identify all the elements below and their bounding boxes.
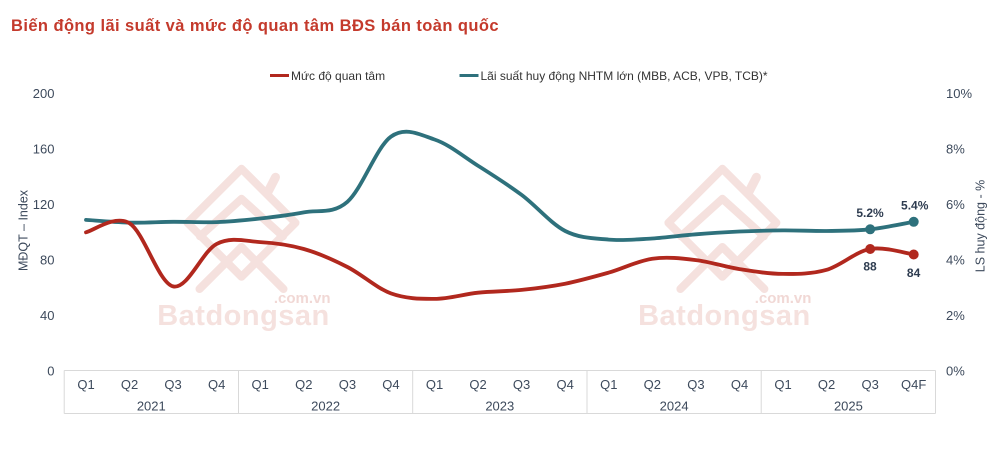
svg-text:Q4: Q4 [382, 377, 399, 392]
svg-text:5.2%: 5.2% [856, 206, 884, 220]
svg-text:Q2: Q2 [644, 377, 661, 392]
svg-text:8%: 8% [946, 142, 965, 157]
svg-text:40: 40 [40, 308, 54, 323]
svg-text:Q3: Q3 [164, 377, 181, 392]
svg-text:2%: 2% [946, 308, 965, 323]
svg-text:200: 200 [33, 86, 55, 101]
svg-text:2021: 2021 [137, 399, 166, 414]
svg-text:Q1: Q1 [774, 377, 791, 392]
svg-text:.com.vn: .com.vn [274, 290, 331, 307]
svg-text:0: 0 [47, 364, 54, 379]
svg-text:0%: 0% [946, 364, 965, 379]
svg-text:Q2: Q2 [121, 377, 138, 392]
svg-text:LS huy động - %: LS huy động - % [974, 180, 988, 272]
svg-text:Q3: Q3 [513, 377, 530, 392]
svg-text:80: 80 [40, 253, 54, 268]
svg-text:Mức độ quan tâm: Mức độ quan tâm [291, 69, 385, 83]
svg-text:2022: 2022 [311, 399, 340, 414]
svg-text:120: 120 [33, 197, 55, 212]
svg-text:Q2: Q2 [295, 377, 312, 392]
svg-text:Q2: Q2 [818, 377, 835, 392]
svg-text:Q1: Q1 [252, 377, 269, 392]
svg-text:88: 88 [863, 259, 877, 273]
svg-text:6%: 6% [946, 197, 965, 212]
svg-text:2024: 2024 [660, 399, 689, 414]
svg-text:160: 160 [33, 142, 55, 157]
svg-text:Batdongsan: Batdongsan [157, 300, 330, 332]
svg-text:2025: 2025 [834, 399, 863, 414]
svg-text:Q2: Q2 [469, 377, 486, 392]
svg-text:10%: 10% [946, 86, 972, 101]
svg-text:Q1: Q1 [426, 377, 443, 392]
svg-text:Q4: Q4 [208, 377, 225, 392]
svg-text:Q1: Q1 [600, 377, 617, 392]
svg-text:84: 84 [907, 266, 921, 280]
svg-text:Q4: Q4 [731, 377, 748, 392]
svg-text:Q3: Q3 [687, 377, 704, 392]
svg-text:Q4F: Q4F [901, 377, 926, 392]
svg-text:Q1: Q1 [77, 377, 94, 392]
svg-text:Q4: Q4 [557, 377, 574, 392]
svg-text:4%: 4% [946, 253, 965, 268]
svg-text:MĐQT – Index: MĐQT – Index [17, 189, 31, 271]
svg-text:Q3: Q3 [862, 377, 879, 392]
svg-text:2023: 2023 [485, 399, 514, 414]
svg-text:Biến động lãi suất và mức độ q: Biến động lãi suất và mức độ quan tâm BĐ… [11, 17, 499, 35]
svg-text:.com.vn: .com.vn [755, 290, 812, 307]
svg-text:Q3: Q3 [339, 377, 356, 392]
svg-text:Lãi suất huy động NHTM lớn (MB: Lãi suất huy động NHTM lớn (MBB, ACB, VP… [481, 69, 768, 83]
svg-text:Batdongsan: Batdongsan [638, 300, 811, 332]
svg-text:5.4%: 5.4% [901, 199, 929, 213]
